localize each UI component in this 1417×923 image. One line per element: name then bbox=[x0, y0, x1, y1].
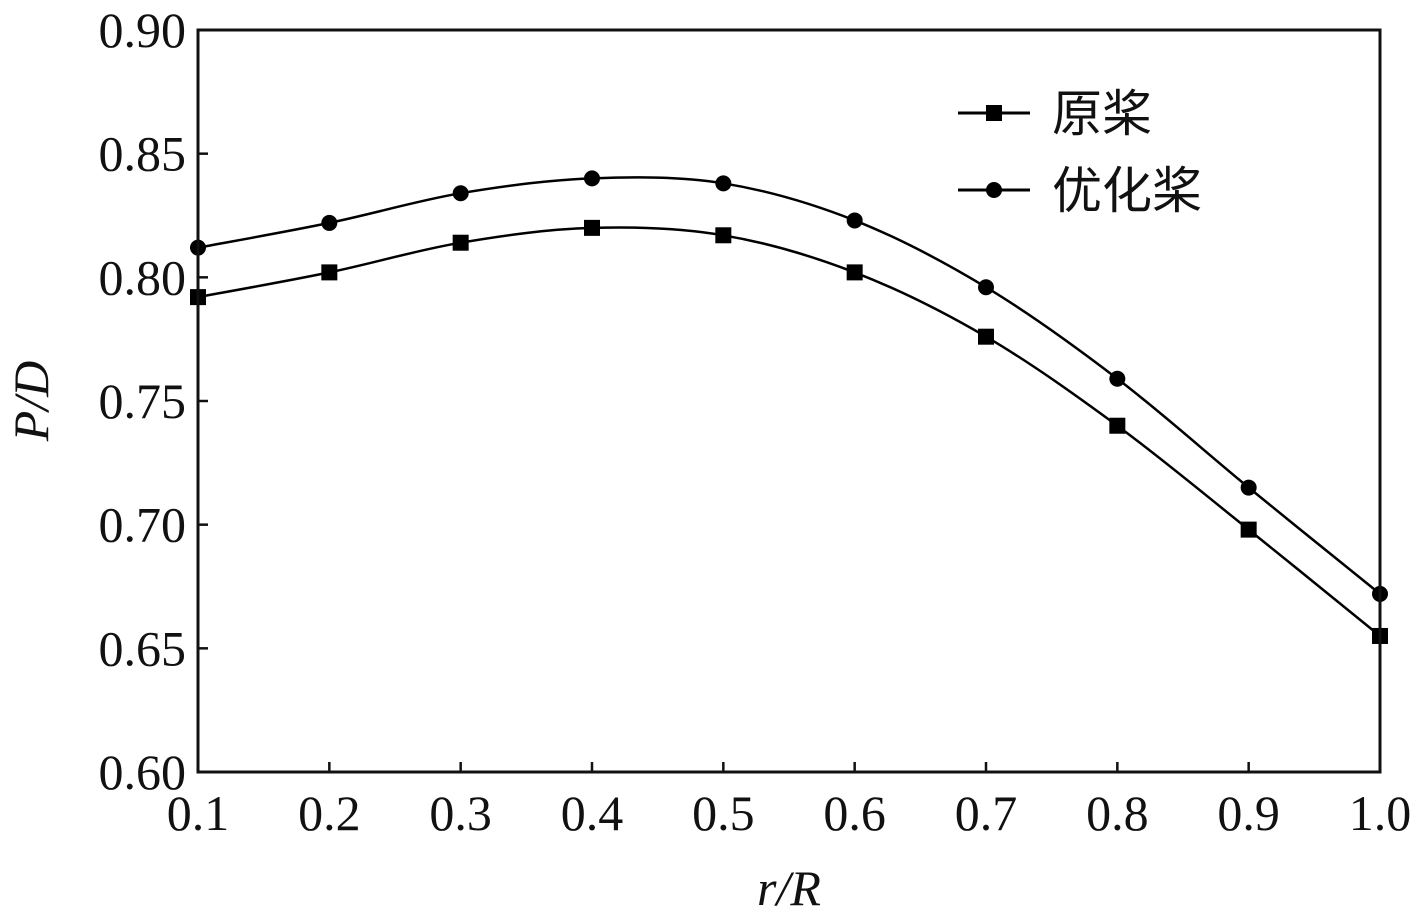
y-axis-title: P/D bbox=[3, 361, 59, 443]
data-point-circle bbox=[1109, 370, 1126, 387]
y-tick-label: 0.80 bbox=[99, 249, 187, 305]
x-axis-title: r/R bbox=[757, 860, 821, 916]
y-tick-label: 0.60 bbox=[99, 744, 187, 800]
data-point-square bbox=[584, 219, 600, 236]
y-tick-labels: 0.60 0.65 0.70 0.75 0.80 0.85 0.90 bbox=[99, 2, 187, 800]
data-point-square bbox=[846, 264, 863, 281]
data-point-circle bbox=[584, 170, 600, 187]
series-line bbox=[197, 226, 1381, 637]
data-point-square bbox=[978, 328, 994, 345]
y-tick-label: 0.85 bbox=[99, 126, 187, 182]
series-circle bbox=[190, 170, 1388, 602]
data-point-square bbox=[452, 234, 469, 251]
data-point-circle bbox=[846, 212, 863, 229]
y-tick-label: 0.70 bbox=[99, 497, 187, 553]
series-square bbox=[190, 219, 1388, 644]
x-tick-label: 0.8 bbox=[1086, 785, 1149, 841]
x-tick-label: 0.5 bbox=[692, 785, 755, 841]
x-tick-label: 0.2 bbox=[298, 785, 361, 841]
legend-label: 优化桨 bbox=[1052, 162, 1202, 220]
data-point-square bbox=[715, 227, 732, 244]
x-tick-label: 0.6 bbox=[823, 785, 886, 841]
data-point-circle bbox=[978, 279, 994, 296]
series-layer bbox=[190, 170, 1388, 644]
axis-titles: r/R P/D bbox=[3, 361, 821, 916]
data-point-circle bbox=[452, 185, 469, 202]
x-tick-labels: 0.1 0.2 0.3 0.4 0.5 0.6 0.7 0.8 0.9 1.0 bbox=[167, 785, 1412, 841]
y-tick-label: 0.75 bbox=[99, 373, 187, 429]
y-tick-label: 0.65 bbox=[99, 620, 187, 676]
data-point-circle bbox=[321, 214, 338, 231]
plot-area-frame bbox=[196, 28, 1382, 774]
data-point-circle bbox=[715, 175, 732, 192]
data-point-square bbox=[1109, 417, 1126, 434]
series-line bbox=[197, 176, 1381, 595]
x-tick-label: 0.1 bbox=[167, 785, 230, 841]
x-tick-label: 1.0 bbox=[1349, 785, 1412, 841]
x-tick-label: 0.4 bbox=[561, 785, 624, 841]
axis-ticks bbox=[196, 28, 1382, 774]
y-tick-label: 0.90 bbox=[99, 2, 187, 58]
data-point-circle bbox=[1240, 479, 1257, 496]
data-point-square bbox=[1240, 521, 1257, 538]
x-tick-label: 0.9 bbox=[1217, 785, 1280, 841]
legend-label: 原桨 bbox=[1052, 85, 1152, 143]
x-tick-label: 0.3 bbox=[429, 785, 492, 841]
legend-marker-circle bbox=[986, 182, 1002, 198]
legend-marker-square bbox=[986, 105, 1002, 121]
data-point-square bbox=[321, 264, 338, 281]
x-tick-label: 0.7 bbox=[955, 785, 1018, 841]
